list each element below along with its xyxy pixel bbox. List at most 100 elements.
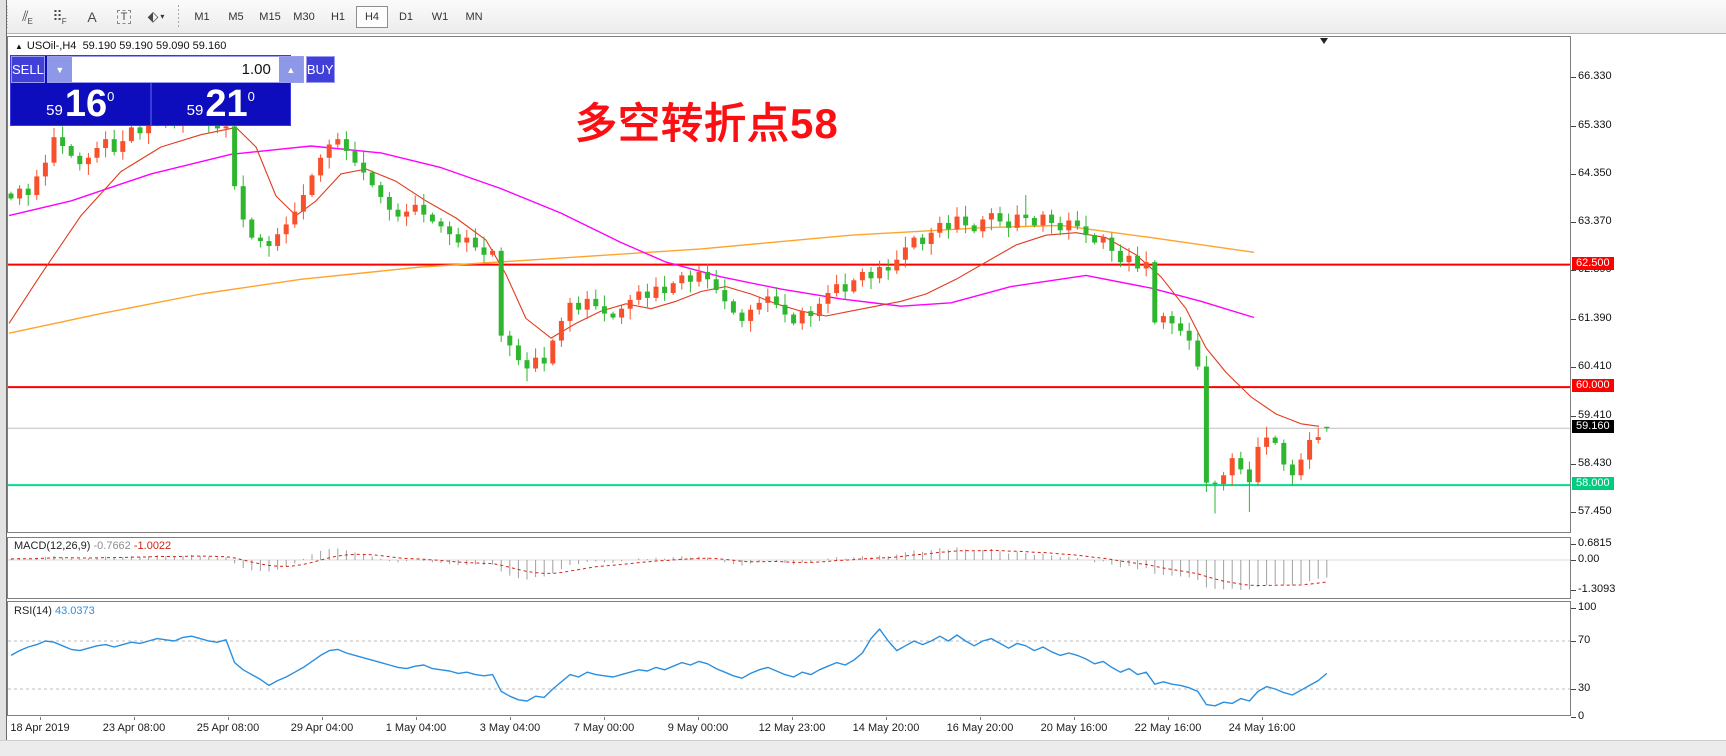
time-axis-tick xyxy=(40,717,41,720)
chart-ohlc-header: ▲ USOil-,H4 59.190 59.190 59.090 59.160 xyxy=(15,40,226,52)
arrows-tool-button[interactable]: ⬖ ▾ xyxy=(142,4,170,30)
main-chart-canvas[interactable] xyxy=(8,37,1570,532)
equidistant-channel-tool-button[interactable]: ⫽ E xyxy=(14,4,42,30)
time-axis-label: 14 May 20:00 xyxy=(852,722,920,734)
time-axis-label: 16 May 20:00 xyxy=(946,722,1014,734)
trade-panel-prices-row: 59 16 0 59 21 0 xyxy=(11,83,290,125)
buy-button[interactable]: BUY xyxy=(305,56,335,83)
time-axis-tick xyxy=(1262,717,1263,720)
macd-name: MACD(12,26,9) xyxy=(14,540,91,552)
timeframe-button-D1[interactable]: D1 xyxy=(398,10,414,23)
macd-signal-line xyxy=(10,549,1327,586)
timeframes-group: M1 M5 M15 M30 H1 H4 D1 W1 MN xyxy=(185,5,491,28)
buy-price-sup: 0 xyxy=(247,88,255,104)
time-axis-label: 12 May 23:00 xyxy=(758,722,826,734)
macd-panel[interactable] xyxy=(7,537,1571,599)
timeframe-button-M15[interactable]: M15 xyxy=(259,10,281,23)
volume-increase-button[interactable]: ▲ xyxy=(278,57,303,82)
axis-tick xyxy=(1571,641,1576,642)
time-axis-label: 23 Apr 08:00 xyxy=(102,722,166,734)
macd-indicator-label: MACD(12,26,9) -0.7662 -1.0022 xyxy=(14,540,171,552)
axis-tick xyxy=(1571,464,1576,466)
time-axis-tick xyxy=(886,717,887,720)
text-tool-button[interactable]: A xyxy=(78,4,106,30)
timeframe-button-MN[interactable]: MN xyxy=(465,10,483,23)
chart-annotation-text[interactable]: 多空转折点58 xyxy=(575,100,839,147)
time-axis-tick xyxy=(698,717,699,720)
equidistant-channel-tool-icon: ⫽ xyxy=(22,8,29,24)
rsi-line xyxy=(10,628,1328,707)
time-axis-label: 3 May 04:00 xyxy=(479,722,541,734)
macd-axis-label: -1.3093 xyxy=(1578,582,1616,595)
trade-panel-top-row: SELL ▼ ▲ BUY xyxy=(11,56,335,83)
ohlc-values: 59.190 59.190 59.090 59.160 xyxy=(82,40,227,52)
price-axis-label: 57.450 xyxy=(1578,505,1612,518)
rsi-name: RSI(14) xyxy=(14,605,52,617)
buy-price-button[interactable]: 59 21 0 xyxy=(152,83,291,125)
macd-canvas[interactable] xyxy=(8,538,1570,598)
time-axis-label: 1 May 04:00 xyxy=(385,722,447,734)
sell-price-button[interactable]: 59 16 0 xyxy=(11,83,150,125)
axis-tick xyxy=(1571,608,1576,609)
price-axis-label: 66.330 xyxy=(1578,69,1612,82)
timeframe-button-W1[interactable]: W1 xyxy=(431,10,449,23)
axis-tick xyxy=(1571,76,1576,78)
chart-shift-marker-icon[interactable] xyxy=(1320,38,1328,44)
axis-tick xyxy=(1571,717,1576,718)
volume-input[interactable] xyxy=(71,57,279,82)
macd-axis-label: 0.6815 xyxy=(1578,537,1612,550)
slow-ma-orange-line xyxy=(8,224,1255,334)
text-label-tool-button[interactable]: T xyxy=(110,4,138,30)
fibonacci-tool-button[interactable]: ⠿ F xyxy=(46,4,74,30)
price-tag-59.160: 59.160 xyxy=(1572,420,1614,434)
sell-button[interactable]: SELL xyxy=(11,56,45,83)
macd-main-value: -0.7662 xyxy=(93,540,131,552)
time-axis-tick xyxy=(980,717,981,720)
time-axis-label: 18 Apr 2019 xyxy=(10,722,70,734)
price-axis-label: 59.410 xyxy=(1578,409,1612,421)
time-axis-tick xyxy=(1074,717,1075,720)
rsi-canvas[interactable] xyxy=(8,602,1570,715)
axis-tick xyxy=(1571,416,1576,417)
time-axis-label: 25 Apr 08:00 xyxy=(196,722,260,734)
rsi-panel[interactable] xyxy=(7,601,1571,716)
symbol-marker-icon: ▲ xyxy=(15,42,23,51)
window-left-edge xyxy=(0,0,7,756)
sell-price-sup: 0 xyxy=(107,88,115,104)
timeframe-button-M5[interactable]: M5 xyxy=(228,10,244,23)
rsi-axis-label: 70 xyxy=(1578,634,1591,646)
macd-signal-value: -1.0022 xyxy=(133,540,172,552)
rsi-axis-label: 30 xyxy=(1578,682,1591,694)
axis-tick xyxy=(1571,689,1576,690)
time-axis-tick xyxy=(134,717,135,720)
volume-spinner: ▼ ▲ xyxy=(46,56,304,83)
timeframe-button-M30[interactable]: M30 xyxy=(293,10,315,23)
axis-tick xyxy=(1571,125,1576,127)
time-axis-tick xyxy=(604,717,605,720)
timeframe-button-H4[interactable]: H4 xyxy=(356,5,388,28)
time-axis-label: 29 Apr 04:00 xyxy=(290,722,354,734)
timeframe-button-M1[interactable]: M1 xyxy=(194,10,210,23)
price-axis[interactable]: 66.33065.33064.35063.37062.39061.39060.4… xyxy=(1571,0,1726,756)
time-axis-tick xyxy=(228,717,229,720)
price-tag-60.000: 60.000 xyxy=(1572,379,1614,393)
buy-price-small: 59 xyxy=(186,101,204,119)
axis-tick xyxy=(1571,318,1576,320)
rsi-value: 43.0373 xyxy=(54,605,95,617)
timeframe-button-H1[interactable]: H1 xyxy=(330,10,346,23)
time-axis-label: 9 May 00:00 xyxy=(667,722,729,734)
axis-tick xyxy=(1571,173,1576,175)
axis-tick xyxy=(1571,589,1576,591)
time-axis[interactable]: 18 Apr 2019 23 Apr 08:00 25 Apr 08:00 29 Ap… xyxy=(7,717,1571,740)
fast-ma-red-line xyxy=(8,126,1320,427)
volume-decrease-button[interactable]: ▼ xyxy=(47,57,72,82)
time-axis-tick xyxy=(322,717,323,720)
arrows-tool-dropdown-icon[interactable]: ▾ xyxy=(160,12,165,21)
axis-tick xyxy=(1571,269,1576,271)
text-label-tool-icon: T xyxy=(116,9,132,24)
sell-price-small: 59 xyxy=(46,101,63,119)
rsi-axis-label: 100 xyxy=(1578,601,1597,613)
price-axis-label: 60.410 xyxy=(1578,360,1612,372)
drawing-tools-group: ⫽ E ⠿ F A T ⬖ ▾ xyxy=(12,4,172,30)
